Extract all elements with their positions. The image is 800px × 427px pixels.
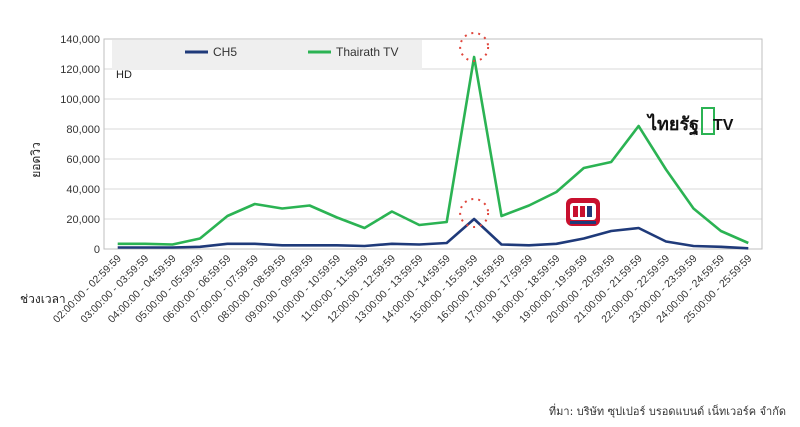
y-tick-label: 140,000 (60, 34, 100, 46)
thairath-tv-logo: ไทยรัฐ TV (646, 107, 734, 136)
series-line-ch5 (117, 217, 749, 250)
peak-highlight-circle-ch5 (459, 198, 490, 228)
ch5-logo-icon (566, 198, 600, 226)
legend-label-thairath: Thairath TV (336, 45, 398, 59)
series-line-thairath-tv (117, 55, 749, 246)
y-tick-label: 20,000 (66, 214, 100, 226)
peak-highlight-circle-thairath (459, 32, 490, 62)
series-lines (117, 55, 749, 250)
legend-box (112, 40, 422, 70)
thairath-logo-text: ไทยรัฐ (646, 113, 699, 136)
y-tick-label: 100,000 (60, 94, 100, 106)
line-chart: 0 20,000 40,000 60,000 80,000 100,000 120,000 1… (20, 32, 763, 326)
y-tick-label: 40,000 (66, 184, 100, 196)
y-axis-ticks: 0 20,000 40,000 60,000 80,000 100,000 120,000 1… (60, 34, 100, 256)
y-tick-label: 0 (94, 244, 100, 256)
x-axis-title: ช่วงเวลา (20, 292, 66, 306)
y-tick-label: 120,000 (60, 64, 100, 76)
thairath-logo-tv: TV (713, 117, 734, 134)
thairath-logo-frame (701, 107, 715, 135)
y-axis-title: ยอดวิว (29, 142, 43, 178)
y-tick-label: 80,000 (66, 124, 100, 136)
gridlines (103, 38, 763, 250)
legend-note-hd: HD (116, 69, 132, 81)
y-tick-label: 60,000 (66, 154, 100, 166)
legend-label-ch5: CH5 (213, 45, 237, 59)
source-note: ที่มา: บริษัท ซุปเปอร์ บรอดแบนด์ เน็ทเวอ… (548, 405, 786, 418)
plot-frame (103, 38, 763, 250)
